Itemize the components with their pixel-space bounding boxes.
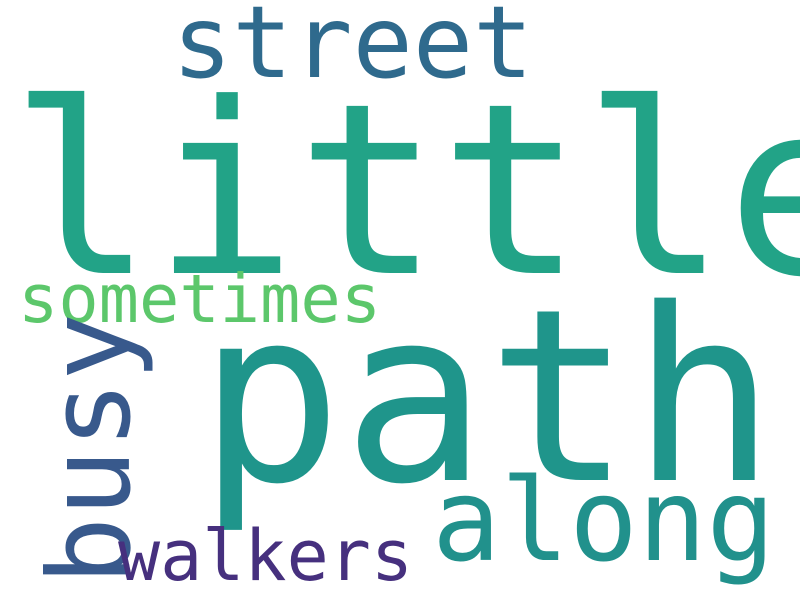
word-walkers: walkers [118, 515, 414, 597]
word-along: along [432, 454, 776, 587]
word-street: street [172, 0, 534, 101]
word-sometimes: sometimes [18, 260, 382, 338]
word-little: little [10, 53, 800, 330]
word-path: path [198, 257, 776, 537]
